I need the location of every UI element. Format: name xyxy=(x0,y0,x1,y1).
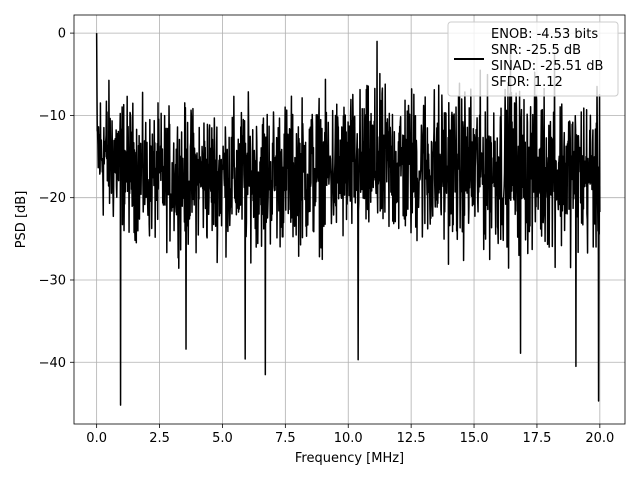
y-axis-label: PSD [dB] xyxy=(14,191,29,249)
x-tick-label: 7.5 xyxy=(275,431,296,446)
x-tick-label: 10.0 xyxy=(334,431,363,446)
legend-line-3: SINAD: -25.51 dB xyxy=(491,59,603,74)
psd-series-line xyxy=(95,33,601,406)
legend-box xyxy=(447,21,619,97)
legend-line-4: SFDR: 1.12 xyxy=(491,75,563,90)
x-tick-label: 0.0 xyxy=(86,431,107,446)
x-axis-ticks: 0.0 2.5 5.0 7.5 10.0 12.5 15.0 17.5 20.0 xyxy=(86,424,614,446)
x-tick-label: 20.0 xyxy=(585,431,614,446)
y-tick-label: 0 xyxy=(58,27,66,42)
x-tick-label: 5.0 xyxy=(212,431,233,446)
legend-line-1: ENOB: -4.53 bits xyxy=(491,27,598,42)
x-tick-label: 2.5 xyxy=(149,431,170,446)
x-tick-label: 17.5 xyxy=(522,431,551,446)
y-tick-label: −20 xyxy=(39,191,66,206)
y-tick-label: −30 xyxy=(39,273,66,288)
x-tick-label: 12.5 xyxy=(397,431,426,446)
y-tick-label: −40 xyxy=(39,356,66,371)
x-tick-label: 15.0 xyxy=(460,431,489,446)
y-axis-ticks: 0 −10 −20 −30 −40 xyxy=(39,27,74,371)
plot-frame xyxy=(73,14,626,425)
legend: ENOB: -4.53 bits SNR: -25.5 dB SINAD: -2… xyxy=(447,21,619,97)
y-tick-label: −10 xyxy=(39,109,66,124)
x-axis-label: Frequency [MHz] xyxy=(295,451,404,466)
legend-line-2: SNR: -25.5 dB xyxy=(491,43,581,58)
